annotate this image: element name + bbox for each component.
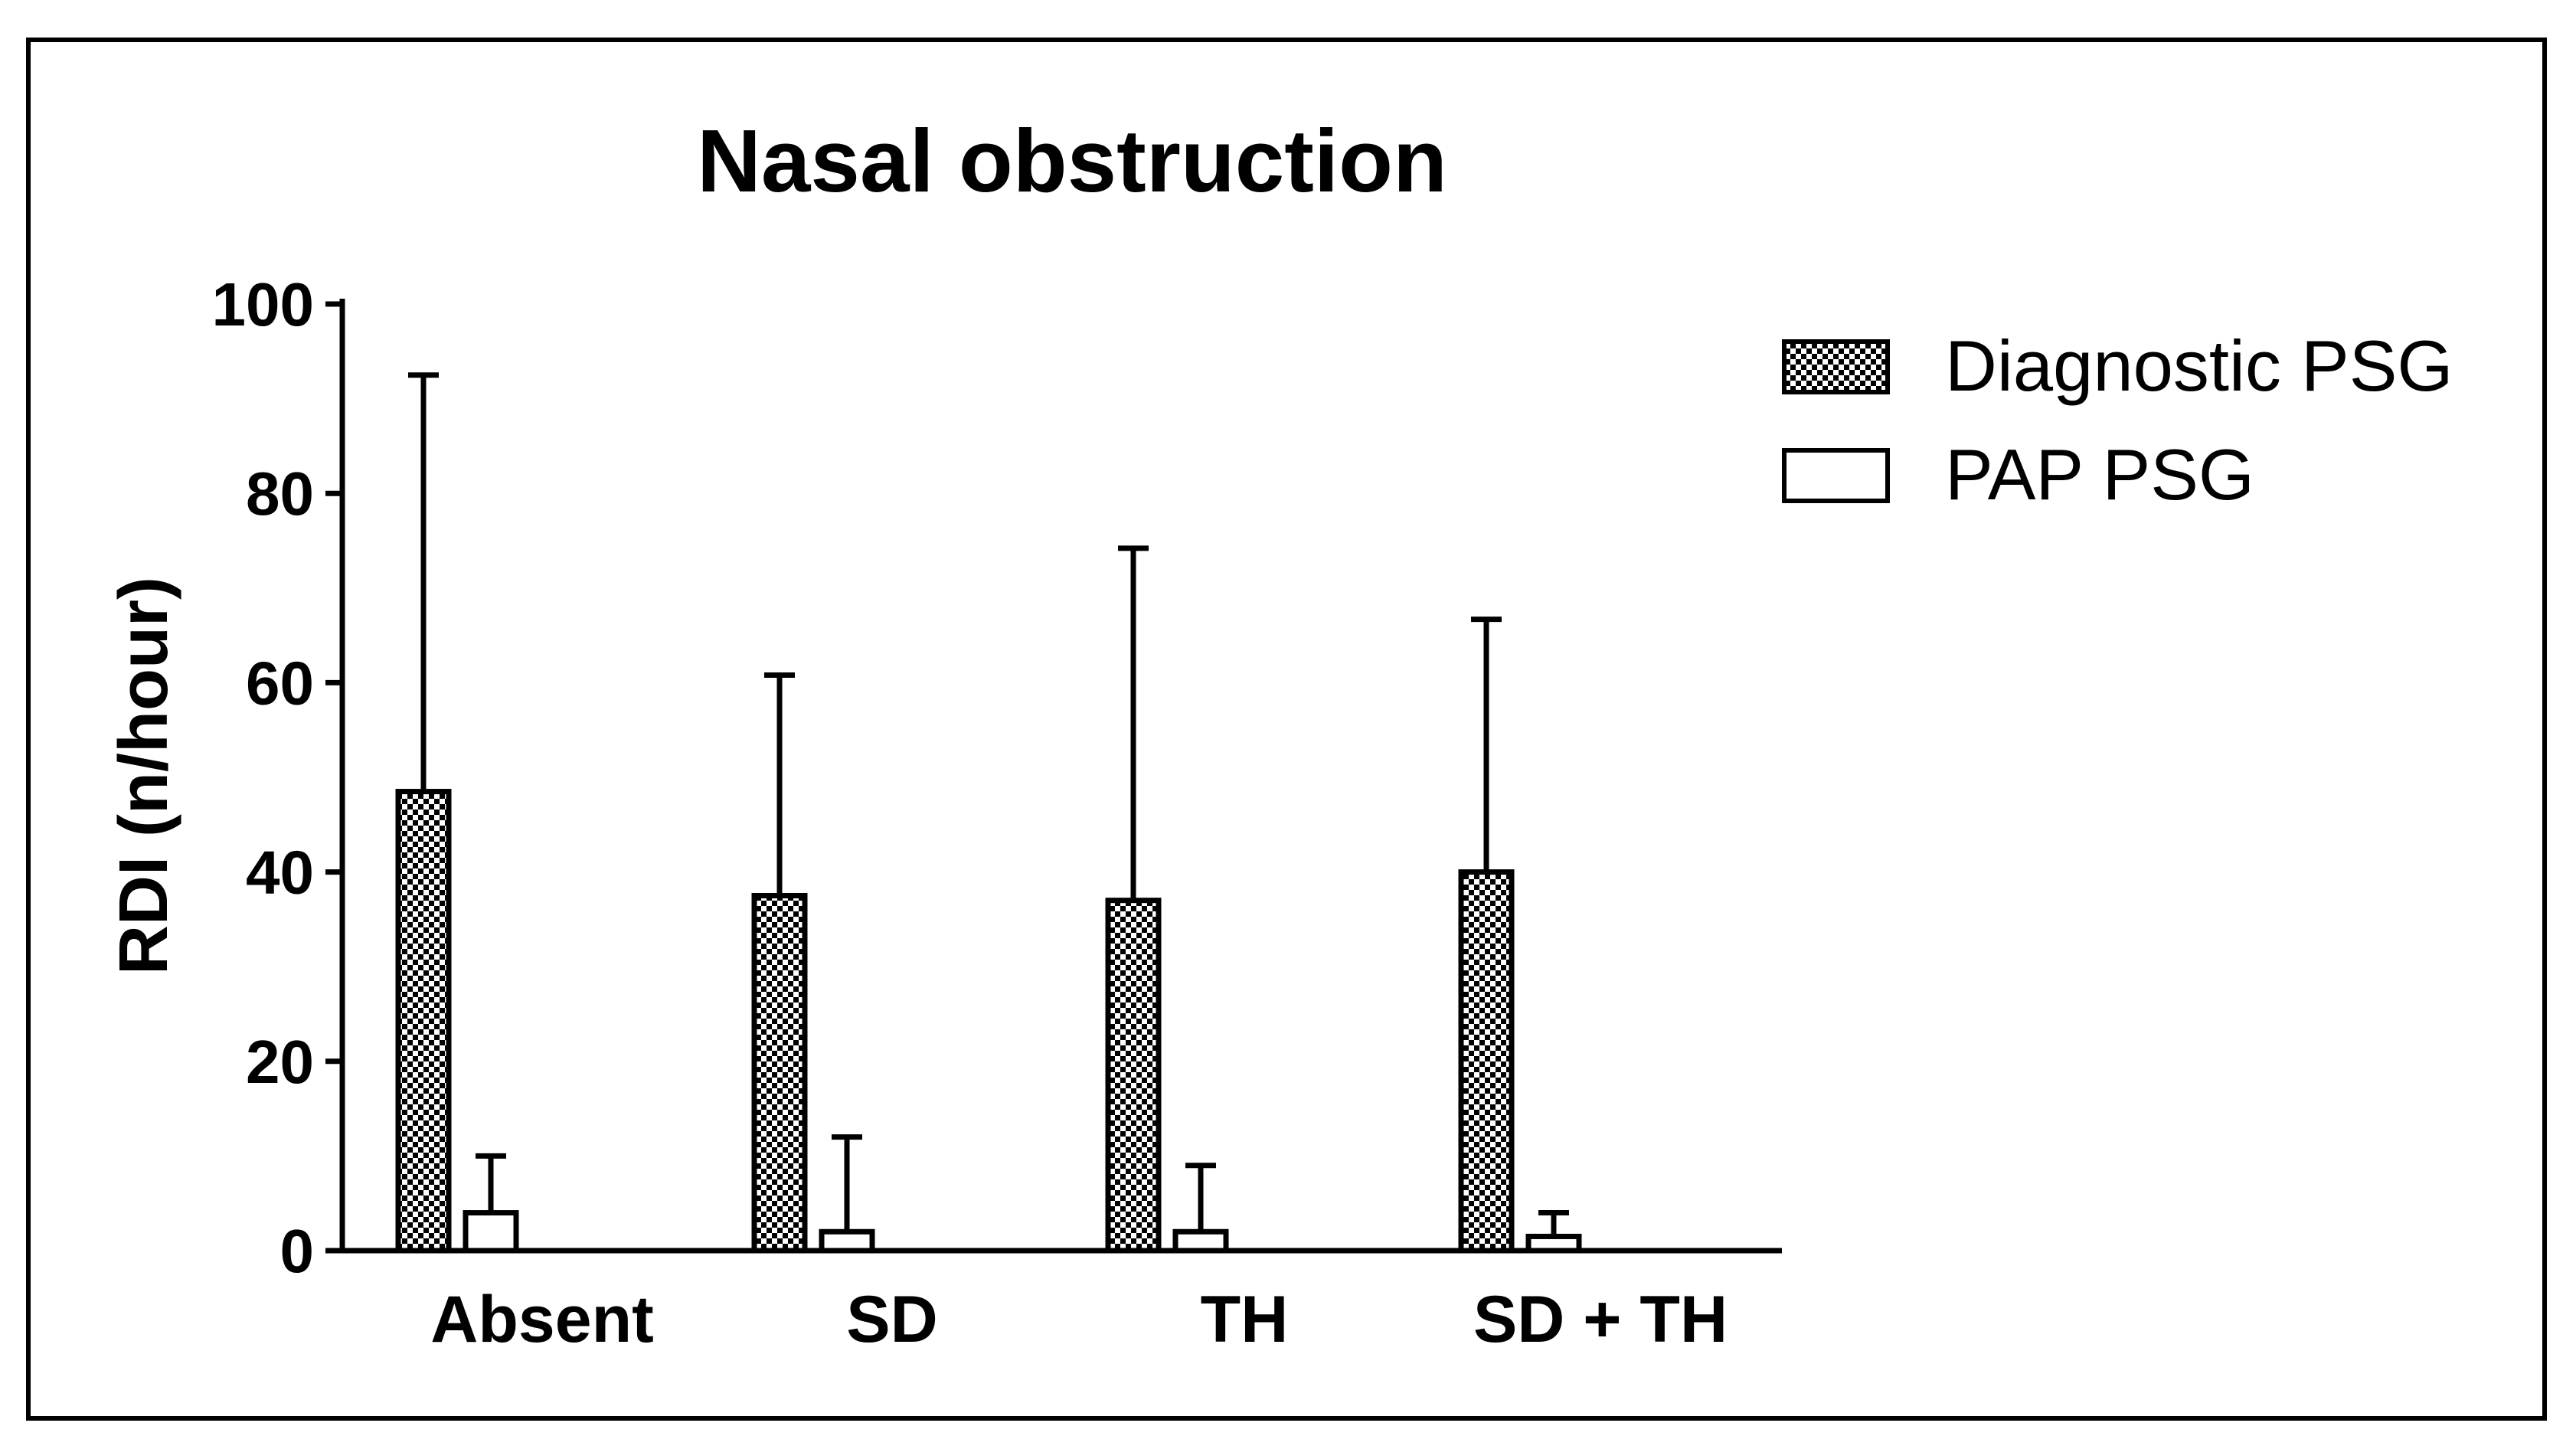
chart-title: Nasal obstruction: [697, 111, 1447, 211]
bar-pap-psg-absent: [463, 1210, 519, 1254]
bar-diagnostic-psg-th: [1105, 898, 1162, 1254]
y-tick-label-20: 20: [246, 1028, 314, 1096]
bar-diagnostic-psg-absent: [395, 789, 452, 1254]
y-axis-label: RDI (n/hour): [106, 577, 182, 975]
bar-diagnostic-psg-sd-th: [1458, 869, 1515, 1254]
legend-swatch-diagnostic-psg: [1782, 339, 1890, 394]
y-tick-label-40: 40: [246, 839, 314, 907]
legend-swatch-pap-psg: [1782, 448, 1890, 503]
legend-label-diagnostic-psg: Diagnostic PSG: [1945, 325, 2453, 406]
plot-area: [395, 372, 1582, 1254]
legend: Diagnostic PSG PAP PSG: [1782, 325, 2453, 515]
x-tick-label-th: TH: [1201, 1283, 1289, 1356]
y-tick-label-0: 0: [280, 1217, 315, 1285]
bar-pap-psg-sd: [819, 1228, 875, 1254]
y-tick-label-60: 60: [246, 649, 314, 717]
bar-diagnostic-psg-sd: [751, 893, 808, 1254]
bar-pap-psg-th: [1172, 1228, 1229, 1254]
x-tick-label-sd-th: SD + TH: [1473, 1283, 1728, 1356]
x-tick-label-absent: Absent: [430, 1283, 653, 1356]
x-tick-label-sd: SD: [846, 1283, 937, 1356]
y-tick-label-100: 100: [212, 270, 314, 339]
legend-label-pap-psg: PAP PSG: [1945, 434, 2254, 515]
y-tick-label-80: 80: [246, 460, 314, 528]
y-axis-ticks: 0 20 40 60 80 100: [212, 270, 342, 1285]
